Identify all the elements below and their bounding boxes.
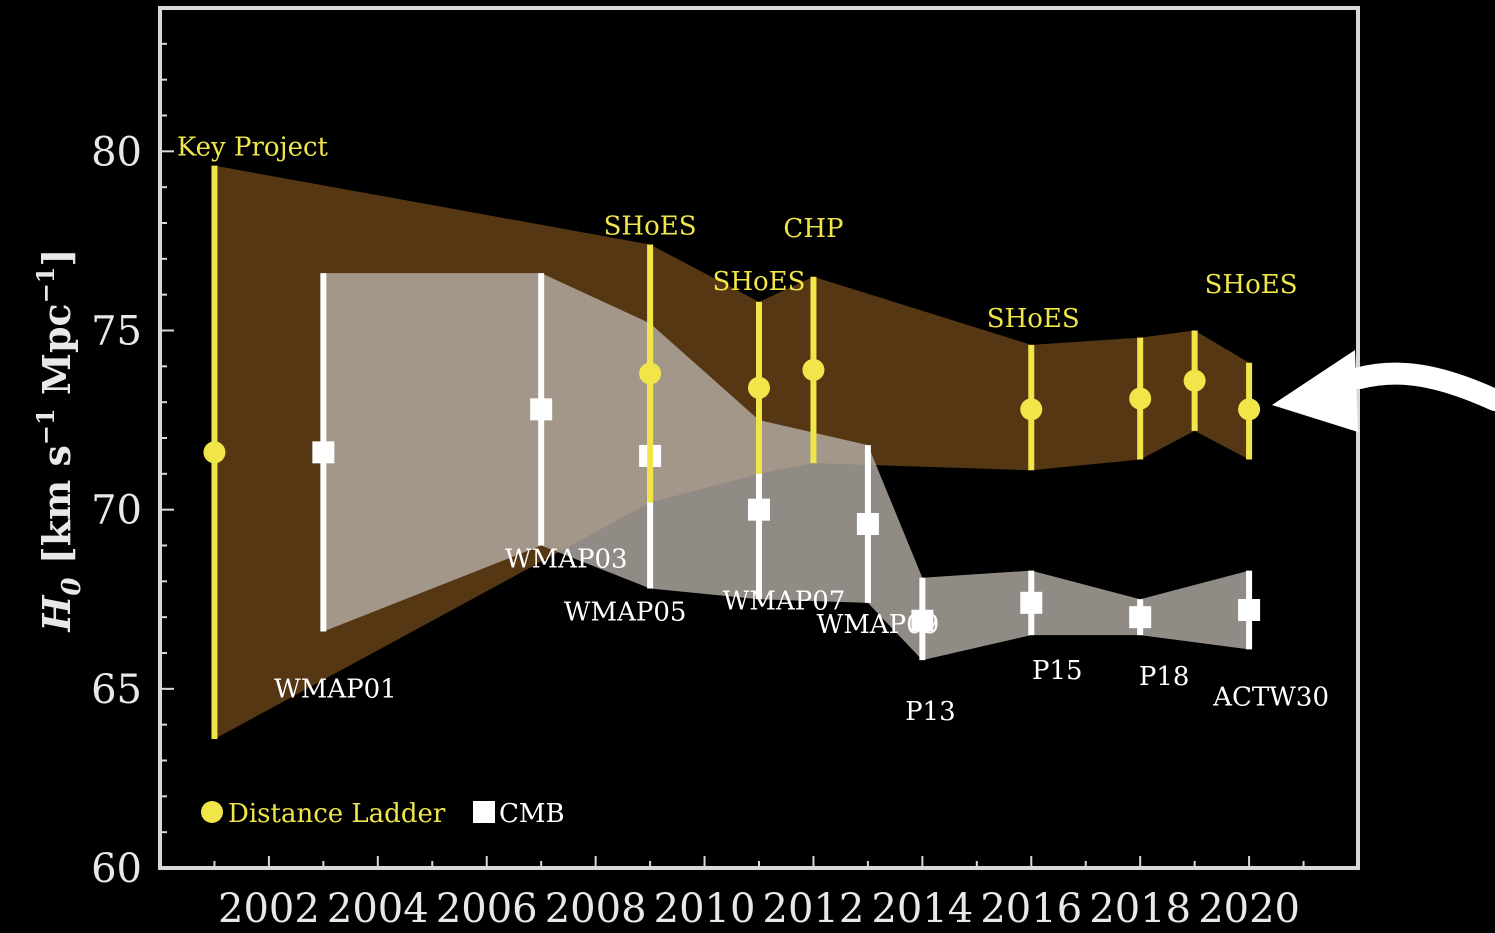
y-axis-label: H0 [km s−1 Mpc−1] [31,249,87,633]
y-tick-label: 60 [91,846,142,892]
cmb-point-label: P13 [905,697,956,727]
x-tick-label: 2008 [545,886,647,932]
distance-ladder-point-label: SHoES [987,304,1080,334]
cmb-point-marker [1238,599,1261,621]
cmb-point-label: ACTW30 [1212,682,1329,712]
uncertainty-bands [214,165,1250,739]
distance-ladder-point-label: SHoES [713,267,806,297]
distance-ladder-point-marker [748,376,770,399]
y-tick-label: 70 [91,488,142,534]
x-tick-label: 2010 [654,886,756,932]
x-axis: 2002 2004 2006 2008 2010 2012 2014 2016 2018 2020 [213,856,1305,932]
legend-distance-ladder-label: Distance Ladder [228,799,446,829]
distance-ladder-point-marker [203,441,226,464]
x-tick-label: 2020 [1198,886,1300,932]
distance-ladder-point-marker [1020,398,1043,421]
x-tick-label: 2016 [980,886,1082,932]
y-tick-label: 80 [91,129,142,175]
cmb-point-marker [1020,591,1043,614]
cmb-point-marker [1129,606,1152,629]
x-tick-label: 2006 [436,886,538,932]
pointer-arrow-icon [1272,350,1495,432]
legend-cmb-marker [473,801,495,823]
cmb-point-label: WMAP07 [723,586,846,616]
distance-ladder-point-marker [1129,387,1152,410]
cmb-point-marker [748,498,770,521]
y-tick-label: 65 [91,667,142,713]
legend-cmb-label: CMB [499,799,565,829]
cmb-point-label: P15 [1032,656,1083,686]
x-tick-label: 2018 [1089,886,1191,932]
cmb-point-marker [530,398,553,421]
distance-ladder-point-marker [1183,369,1206,392]
legend-distance-ladder-marker [201,801,223,823]
legend: Distance Ladder CMB [201,799,565,829]
distance-ladder-point-label: SHoES [604,212,697,242]
x-tick-label: 2012 [763,886,865,932]
distance-ladder-error-bars [203,165,1261,739]
distance-ladder-point-marker [639,362,662,385]
distance-ladder-labels: Key Project SHoES SHoES CHP SHoES SHoES [177,133,1298,334]
cmb-point-marker [856,513,879,535]
y-tick-label: 75 [91,309,142,355]
cmb-point-marker [312,441,335,464]
x-tick-label: 2014 [871,886,973,932]
y-axis: 60 65 70 75 80 [91,7,174,892]
x-tick-label: 2004 [327,886,429,932]
cmb-point-label: WMAP09 [817,610,940,640]
cmb-point-label: WMAP01 [274,675,397,705]
distance-ladder-point-label: SHoES [1205,270,1298,300]
distance-ladder-point-label: CHP [783,214,843,244]
cmb-point-label: WMAP03 [505,545,628,575]
distance-ladder-point-marker [1238,398,1261,421]
distance-ladder-point-marker [802,358,825,381]
cmb-point-label: P18 [1139,662,1190,692]
distance-ladder-point-label: Key Project [177,133,329,163]
cmb-point-marker [911,609,934,632]
x-tick-label: 2002 [218,886,320,932]
cmb-point-label: WMAP05 [564,598,687,628]
cmb-band [323,273,1250,661]
